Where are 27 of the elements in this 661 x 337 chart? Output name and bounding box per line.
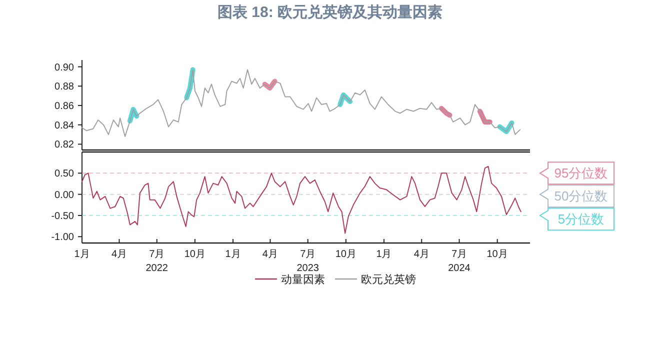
y-tick-label: -1.00 [51, 232, 74, 244]
y-tick-label: 0.50 [54, 168, 74, 180]
x-tick-label: 10月 [184, 249, 206, 260]
x-tick-label: 4月 [111, 249, 128, 260]
y-tick-label: 0.84 [54, 120, 74, 132]
x-tick-label: 4月 [414, 249, 430, 260]
chart-title: 图表 18: 欧元兑英镑及其动量因素 [217, 4, 443, 21]
x-tick-label: 10月 [486, 249, 508, 260]
y-tick-label: 0.88 [54, 82, 74, 93]
y-tick-label: -0.50 [51, 210, 74, 222]
x-tick-label: 7月 2023 [296, 249, 320, 274]
x-tick-label: 1月 [376, 249, 392, 260]
legend-label: 欧元兑英镑 [361, 273, 416, 286]
x-tick-label: 10月 [335, 249, 356, 260]
x-tick-label: 7月 2024 [448, 249, 471, 274]
y-tick-label: 0.82 [54, 140, 74, 151]
ref-line-label: 5分位数 [558, 212, 604, 227]
x-tick-label: 1月 [225, 249, 241, 260]
y-tick-label: 0.90 [54, 62, 74, 74]
x-tick-label: 1月 [74, 249, 90, 260]
legend-label: 动量因素 [281, 273, 325, 286]
x-tick-label: 7月 2022 [146, 249, 168, 274]
x-tick-label: 4月 [262, 249, 278, 260]
ref-line-label: 95分位数 [554, 166, 608, 181]
y-tick-label: 0.86 [54, 100, 74, 112]
y-tick-label: 0.00 [54, 190, 74, 201]
ref-line-label: 50分位数 [554, 188, 608, 204]
